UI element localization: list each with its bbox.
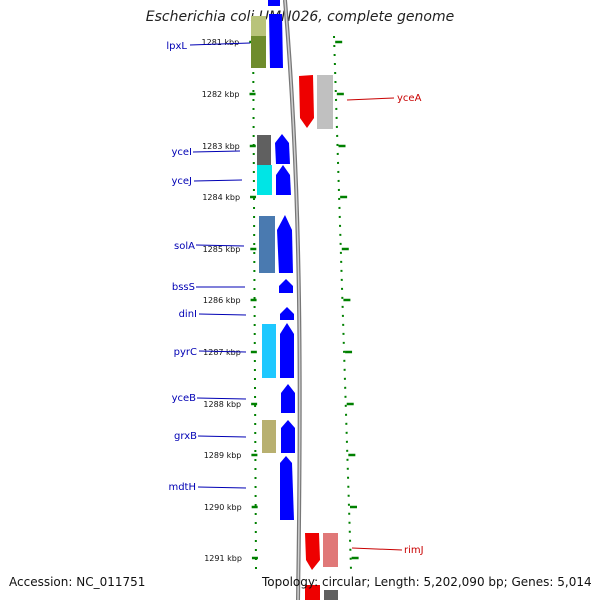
gene-label-yceA[interactable]: yceA [397,93,422,104]
scale-ticks: 1281 kbp 1282 kbp 1283 kbp 1284 kbp 1285 kbp… [202,38,359,563]
inner-scale-ring [252,17,257,571]
gene-label-rimJ[interactable]: rimJ [404,545,424,556]
gene-arrow-lpxL[interactable] [269,14,283,68]
forward-genes [251,14,295,520]
gene-label-yceI[interactable]: yceI [171,147,192,158]
gene-arrow-rimJ[interactable] [305,533,320,570]
gene-arrow-grxB[interactable] [281,420,295,453]
map-title: Escherichia coli UMN026, complete genome [145,9,455,25]
gene-block-yceA-cog [317,75,333,129]
scale-tick-label: 1290 kbp [204,503,242,512]
gene-label-mdtH[interactable]: mdtH [168,482,196,493]
gene-arrow-solA[interactable] [277,215,293,273]
gene-arrow-pyrC[interactable] [280,323,294,378]
gene-label-dinI[interactable]: dinI [179,309,197,320]
scale-tick-label: 1287 kbp [203,348,241,357]
outer-scale-ring [333,35,352,571]
reverse-genes [299,75,338,600]
scale-tick-label: 1285 kbp [203,245,241,254]
gene-label-bssS[interactable]: bssS [172,282,195,293]
scale-tick-label: 1282 kbp [202,90,240,99]
gene-label-pyrC[interactable]: pyrC [174,347,197,358]
gene-label-lpxL[interactable]: lpxL [166,41,187,52]
gene-label-solA[interactable]: solA [174,241,195,252]
scale-tick-label: 1286 kbp [203,296,241,305]
scale-tick-label: 1289 kbp [204,451,242,460]
gene-block-rimJ-cog [323,533,338,567]
gene-block-yceJ-cog [257,165,272,195]
gene-labels: lpxL yceI yceJ solA bssS dinI pyrC yceB … [166,41,423,556]
scale-tick-label: 1284 kbp [202,193,240,202]
gene-block-solA-cog [259,216,275,273]
gene-block-grxB-cog [262,420,276,453]
gene-label-yceJ[interactable]: yceJ [171,176,192,187]
gene-arrow-yceA[interactable] [299,75,314,128]
gene-label-yceB[interactable]: yceB [172,393,197,404]
topology-text: Topology: circular; Length: 5,202,090 bp… [262,575,592,589]
scale-tick-label: 1288 kbp [203,400,241,409]
accession-text: Accession: NC_011751 [9,575,146,589]
gene-arrow-mdtH[interactable] [280,456,294,520]
gene-block-yceI-cog [257,135,271,165]
scale-tick-label: 1291 kbp [204,554,242,563]
gene-label-grxB[interactable]: grxB [174,431,197,442]
gene-arrow-yceB[interactable] [281,384,295,413]
scale-tick-label: 1283 kbp [202,142,240,151]
gene-arrow-yceJ[interactable] [276,165,291,195]
label-leaders [189,42,403,551]
gene-arrow-yceI[interactable] [275,134,290,164]
gene-arrow-dinI[interactable] [280,307,294,320]
scale-tick-label: 1281 kbp [202,38,240,47]
gene-block-pyrC-cog [262,324,276,378]
gene-arrow-bssS[interactable] [279,279,293,293]
